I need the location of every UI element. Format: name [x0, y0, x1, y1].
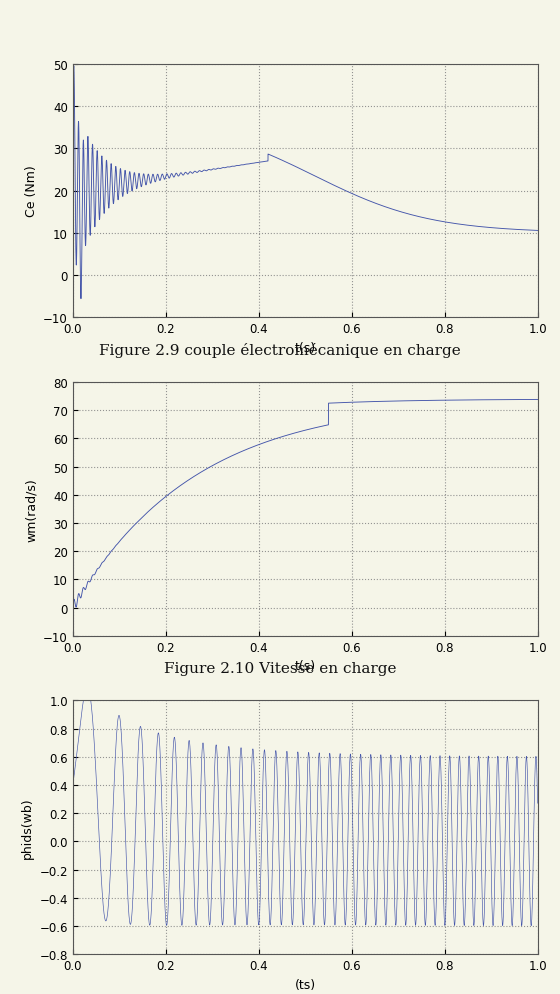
Text: Figure 2.9 couple électromécanique en charge: Figure 2.9 couple électromécanique en ch…	[99, 342, 461, 358]
Y-axis label: Ce (Nm): Ce (Nm)	[25, 165, 38, 218]
X-axis label: t(s): t(s)	[295, 342, 316, 355]
Y-axis label: wm(rad/s): wm(rad/s)	[25, 477, 38, 542]
Text: Figure 2.10 Vitesse en charge: Figure 2.10 Vitesse en charge	[164, 661, 396, 675]
X-axis label: t(s): t(s)	[295, 660, 316, 673]
Y-axis label: phids(wb): phids(wb)	[21, 797, 34, 858]
X-axis label: (ts): (ts)	[295, 978, 316, 991]
